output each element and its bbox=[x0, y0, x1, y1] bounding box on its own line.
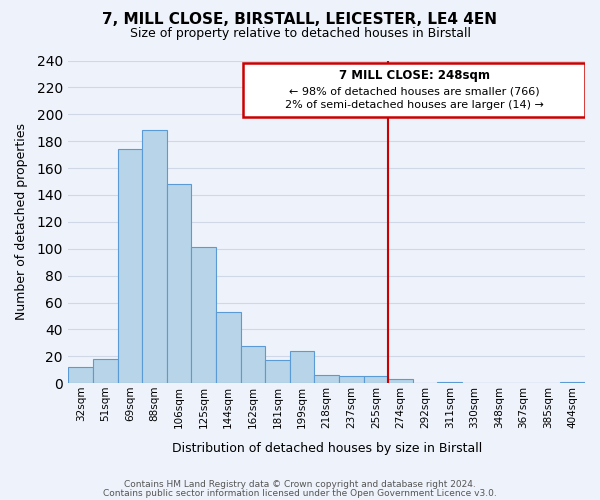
Bar bbox=[118, 149, 142, 383]
Bar bbox=[241, 346, 265, 383]
Bar bbox=[437, 382, 462, 383]
Bar bbox=[191, 248, 216, 383]
Text: 2% of semi-detached houses are larger (14) →: 2% of semi-detached houses are larger (1… bbox=[284, 100, 544, 110]
Bar bbox=[68, 367, 93, 383]
Bar bbox=[93, 359, 118, 383]
FancyBboxPatch shape bbox=[243, 63, 585, 117]
Bar bbox=[216, 312, 241, 383]
Bar bbox=[560, 382, 585, 383]
Text: Contains public sector information licensed under the Open Government Licence v3: Contains public sector information licen… bbox=[103, 488, 497, 498]
Text: Size of property relative to detached houses in Birstall: Size of property relative to detached ho… bbox=[130, 28, 470, 40]
Bar bbox=[339, 376, 364, 383]
Bar bbox=[364, 376, 388, 383]
Bar bbox=[265, 360, 290, 383]
Y-axis label: Number of detached properties: Number of detached properties bbox=[15, 124, 28, 320]
Text: ← 98% of detached houses are smaller (766): ← 98% of detached houses are smaller (76… bbox=[289, 86, 539, 97]
Bar bbox=[167, 184, 191, 383]
Text: Contains HM Land Registry data © Crown copyright and database right 2024.: Contains HM Land Registry data © Crown c… bbox=[124, 480, 476, 489]
Text: 7 MILL CLOSE: 248sqm: 7 MILL CLOSE: 248sqm bbox=[338, 69, 490, 82]
Text: 7, MILL CLOSE, BIRSTALL, LEICESTER, LE4 4EN: 7, MILL CLOSE, BIRSTALL, LEICESTER, LE4 … bbox=[103, 12, 497, 28]
Bar bbox=[142, 130, 167, 383]
Bar bbox=[388, 379, 413, 383]
X-axis label: Distribution of detached houses by size in Birstall: Distribution of detached houses by size … bbox=[172, 442, 482, 455]
Bar bbox=[290, 351, 314, 383]
Bar bbox=[314, 375, 339, 383]
